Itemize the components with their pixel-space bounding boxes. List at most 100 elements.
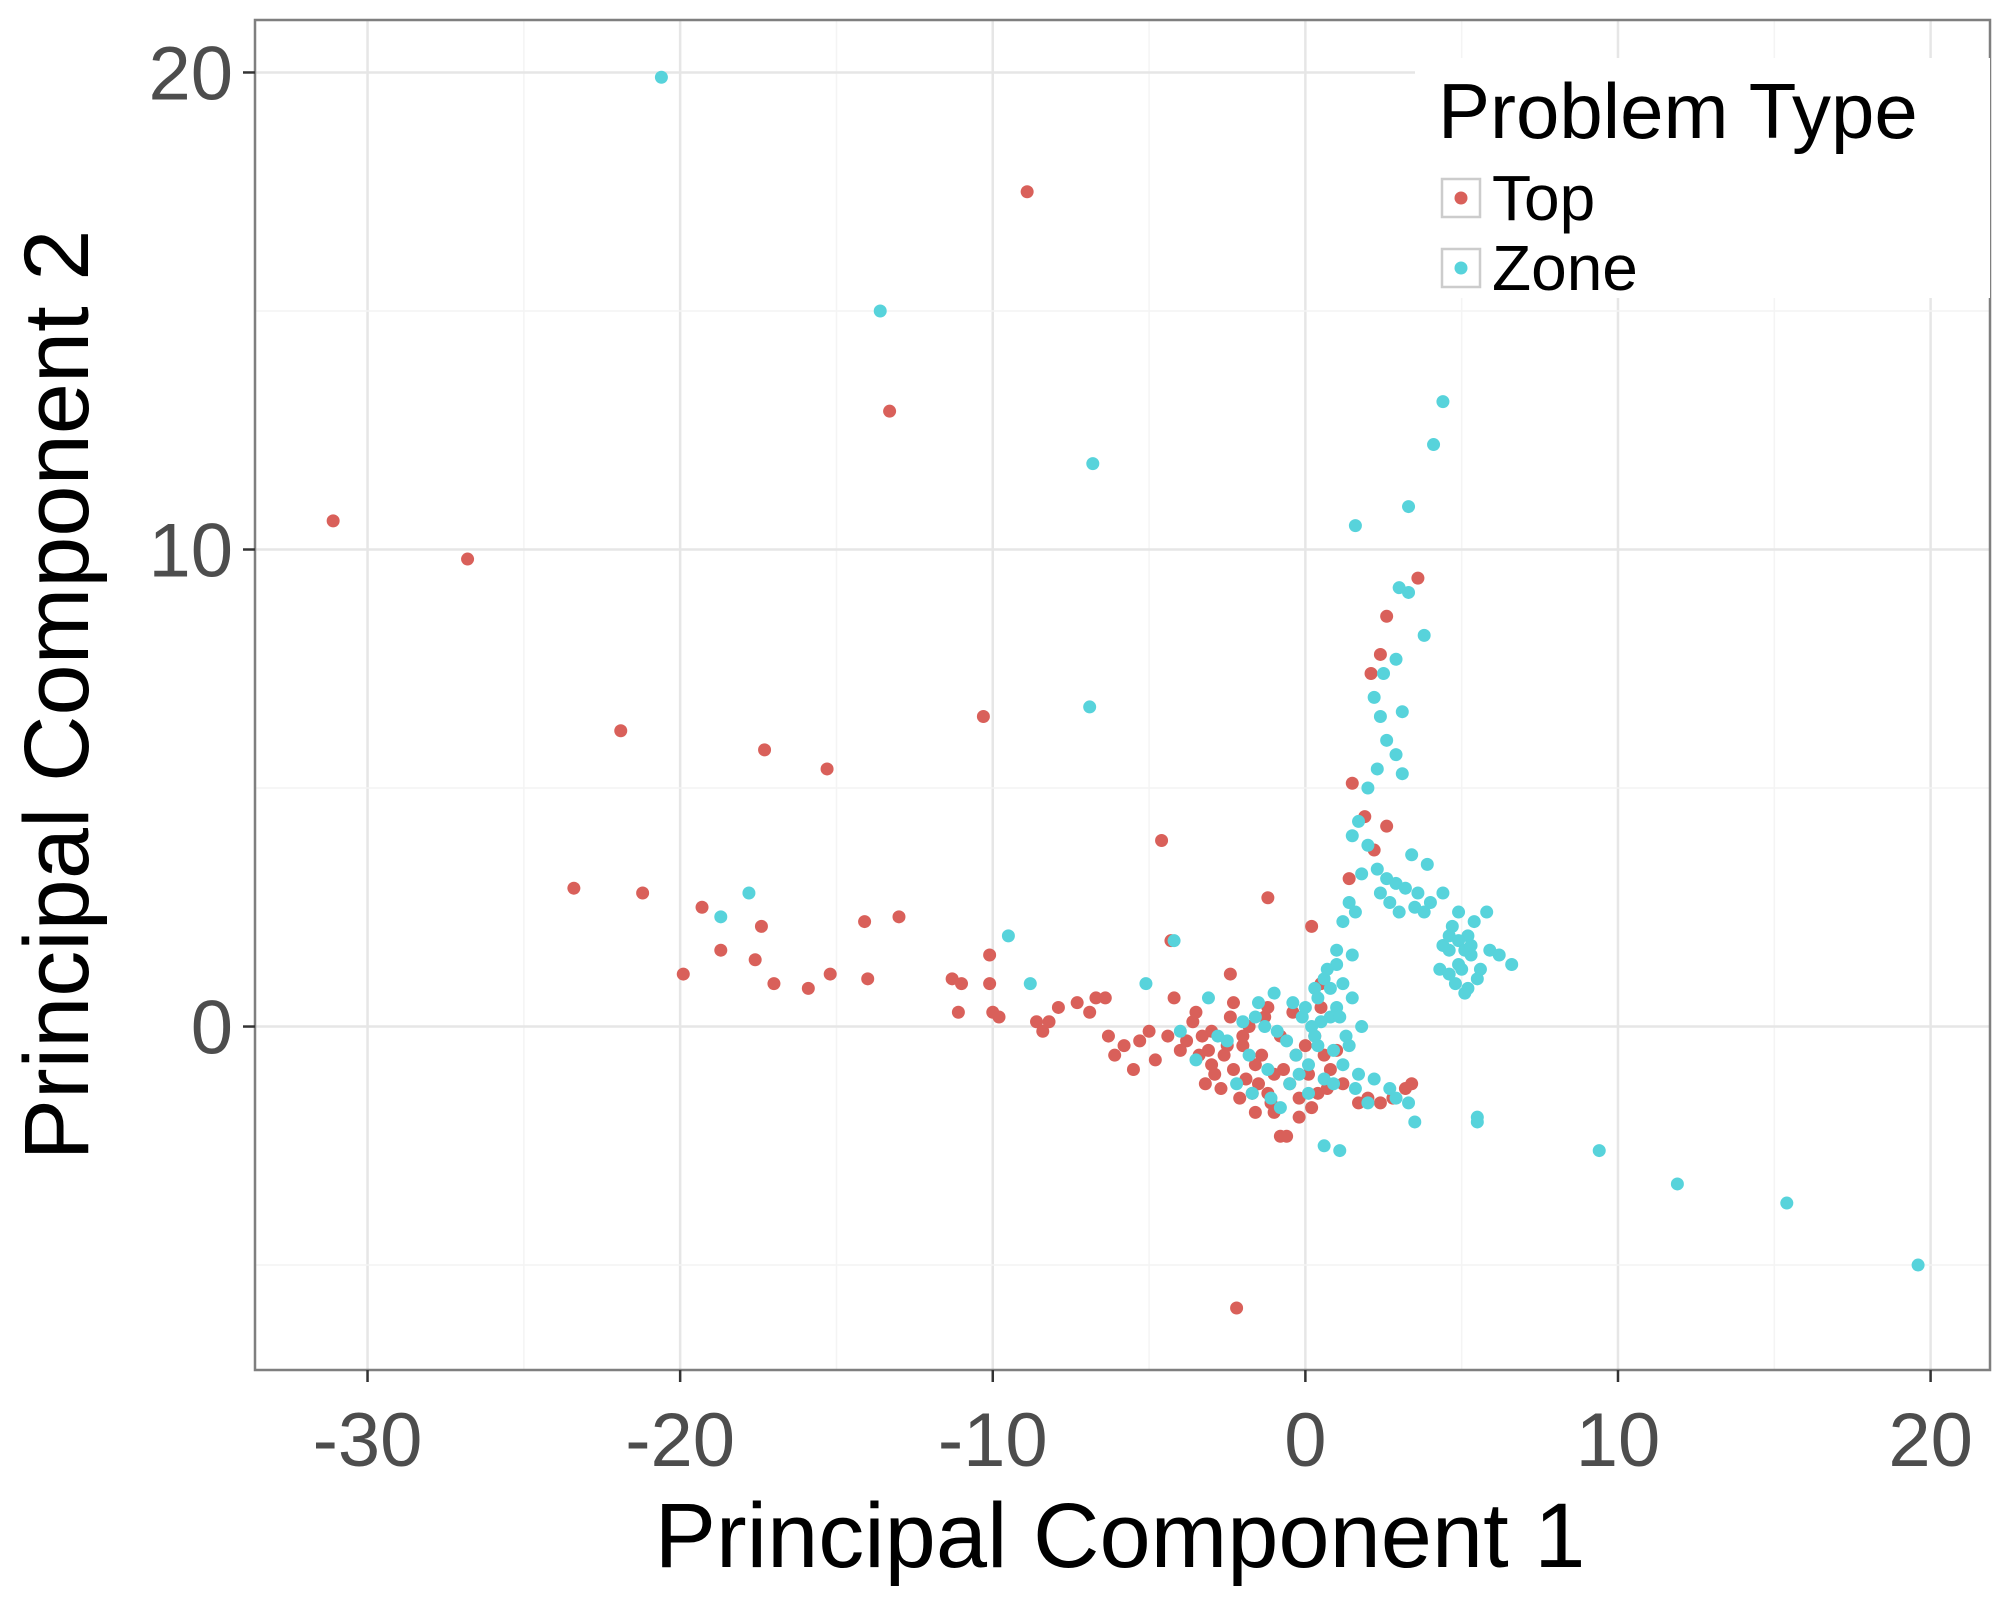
point-top <box>1258 1010 1272 1024</box>
legend-label: Top <box>1492 162 1595 234</box>
point-top <box>714 943 728 957</box>
point-zone <box>1348 1082 1362 1096</box>
x-tick-label: -20 <box>625 1398 735 1483</box>
point-zone <box>1352 1067 1366 1081</box>
point-top <box>1198 1077 1212 1091</box>
point-top <box>1223 967 1237 981</box>
point-zone <box>1355 1020 1369 1034</box>
point-zone <box>1342 1039 1356 1053</box>
point-top <box>820 762 834 776</box>
point-zone <box>1442 967 1456 981</box>
point-zone <box>1436 938 1450 952</box>
panel-border <box>253 18 1992 1372</box>
point-zone <box>1361 838 1375 852</box>
point-top <box>1411 571 1425 585</box>
point-zone <box>1480 905 1494 919</box>
point-zone <box>1086 457 1100 471</box>
point-top <box>1273 1129 1287 1143</box>
point-top <box>1142 1024 1156 1038</box>
point-top <box>1089 991 1103 1005</box>
point-zone <box>1139 977 1153 991</box>
point-zone <box>1389 748 1403 762</box>
point-zone <box>1383 896 1397 910</box>
point-zone <box>1373 709 1387 723</box>
point-top <box>1226 996 1240 1010</box>
point-zone <box>1367 1072 1381 1086</box>
point-zone <box>1317 1139 1331 1153</box>
point-zone <box>1467 915 1481 929</box>
point-top <box>1342 872 1356 886</box>
point-top <box>695 900 709 914</box>
point-zone <box>1327 1043 1341 1057</box>
point-zone <box>1780 1196 1794 1210</box>
point-zone <box>1377 667 1391 681</box>
point-zone <box>1289 1048 1303 1062</box>
point-top <box>861 972 875 986</box>
point-zone <box>1320 962 1334 976</box>
point-zone <box>1251 996 1265 1010</box>
point-top <box>754 919 768 933</box>
point-top <box>1302 1067 1316 1081</box>
y-axis-ticks: 0 10 20 <box>148 31 255 1071</box>
point-zone <box>1173 1024 1187 1038</box>
legend-key-point <box>1454 261 1468 275</box>
point-zone <box>1389 1091 1403 1105</box>
point-top <box>1305 919 1319 933</box>
point-zone <box>1267 986 1281 1000</box>
point-zone <box>1348 519 1362 533</box>
point-top <box>1155 833 1169 847</box>
point-top <box>1195 1029 1209 1043</box>
x-axis-title: Principal Component 1 <box>655 1485 1586 1587</box>
point-zone <box>742 886 756 900</box>
point-zone <box>1395 705 1409 719</box>
point-zone <box>1286 996 1300 1010</box>
point-zone <box>1336 1058 1350 1072</box>
point-zone <box>1348 905 1362 919</box>
point-zone <box>1342 896 1356 910</box>
point-top <box>1298 1039 1312 1053</box>
point-top <box>1405 1077 1419 1091</box>
point-top <box>858 915 872 929</box>
point-top <box>1373 647 1387 661</box>
point-zone <box>1373 886 1387 900</box>
point-zone <box>1345 948 1359 962</box>
point-zone <box>1298 1000 1312 1014</box>
point-zone <box>1402 500 1416 514</box>
point-zone <box>1405 848 1419 862</box>
point-zone <box>1336 915 1350 929</box>
point-top <box>801 981 815 995</box>
point-zone <box>1023 977 1037 991</box>
point-top <box>1208 1067 1222 1081</box>
point-top <box>823 967 837 981</box>
point-top <box>1230 1301 1244 1315</box>
point-top <box>1345 776 1359 790</box>
point-zone <box>1189 1053 1203 1067</box>
point-zone <box>1911 1258 1925 1272</box>
point-zone <box>1258 1020 1272 1034</box>
x-tick-label: 10 <box>1576 1398 1661 1483</box>
point-zone <box>1455 962 1469 976</box>
point-zone <box>1264 1091 1278 1105</box>
point-zone <box>1230 1077 1244 1091</box>
point-top <box>992 1010 1006 1024</box>
point-zone <box>1323 981 1337 995</box>
series-zone <box>654 70 1925 1272</box>
point-top <box>1186 1015 1200 1029</box>
point-top <box>1161 1029 1175 1043</box>
point-top <box>1108 1048 1122 1062</box>
point-top <box>1236 1039 1250 1053</box>
point-top <box>1233 1091 1247 1105</box>
point-top <box>461 552 475 566</box>
point-top <box>1251 1077 1265 1091</box>
point-top <box>1380 819 1394 833</box>
point-zone <box>1470 1115 1484 1129</box>
point-zone <box>1470 972 1484 986</box>
point-zone <box>1505 958 1519 972</box>
point-top <box>1223 1010 1237 1024</box>
point-top <box>1276 1062 1290 1076</box>
point-top <box>1051 1000 1065 1014</box>
point-zone <box>1436 395 1450 409</box>
point-zone <box>1336 977 1350 991</box>
